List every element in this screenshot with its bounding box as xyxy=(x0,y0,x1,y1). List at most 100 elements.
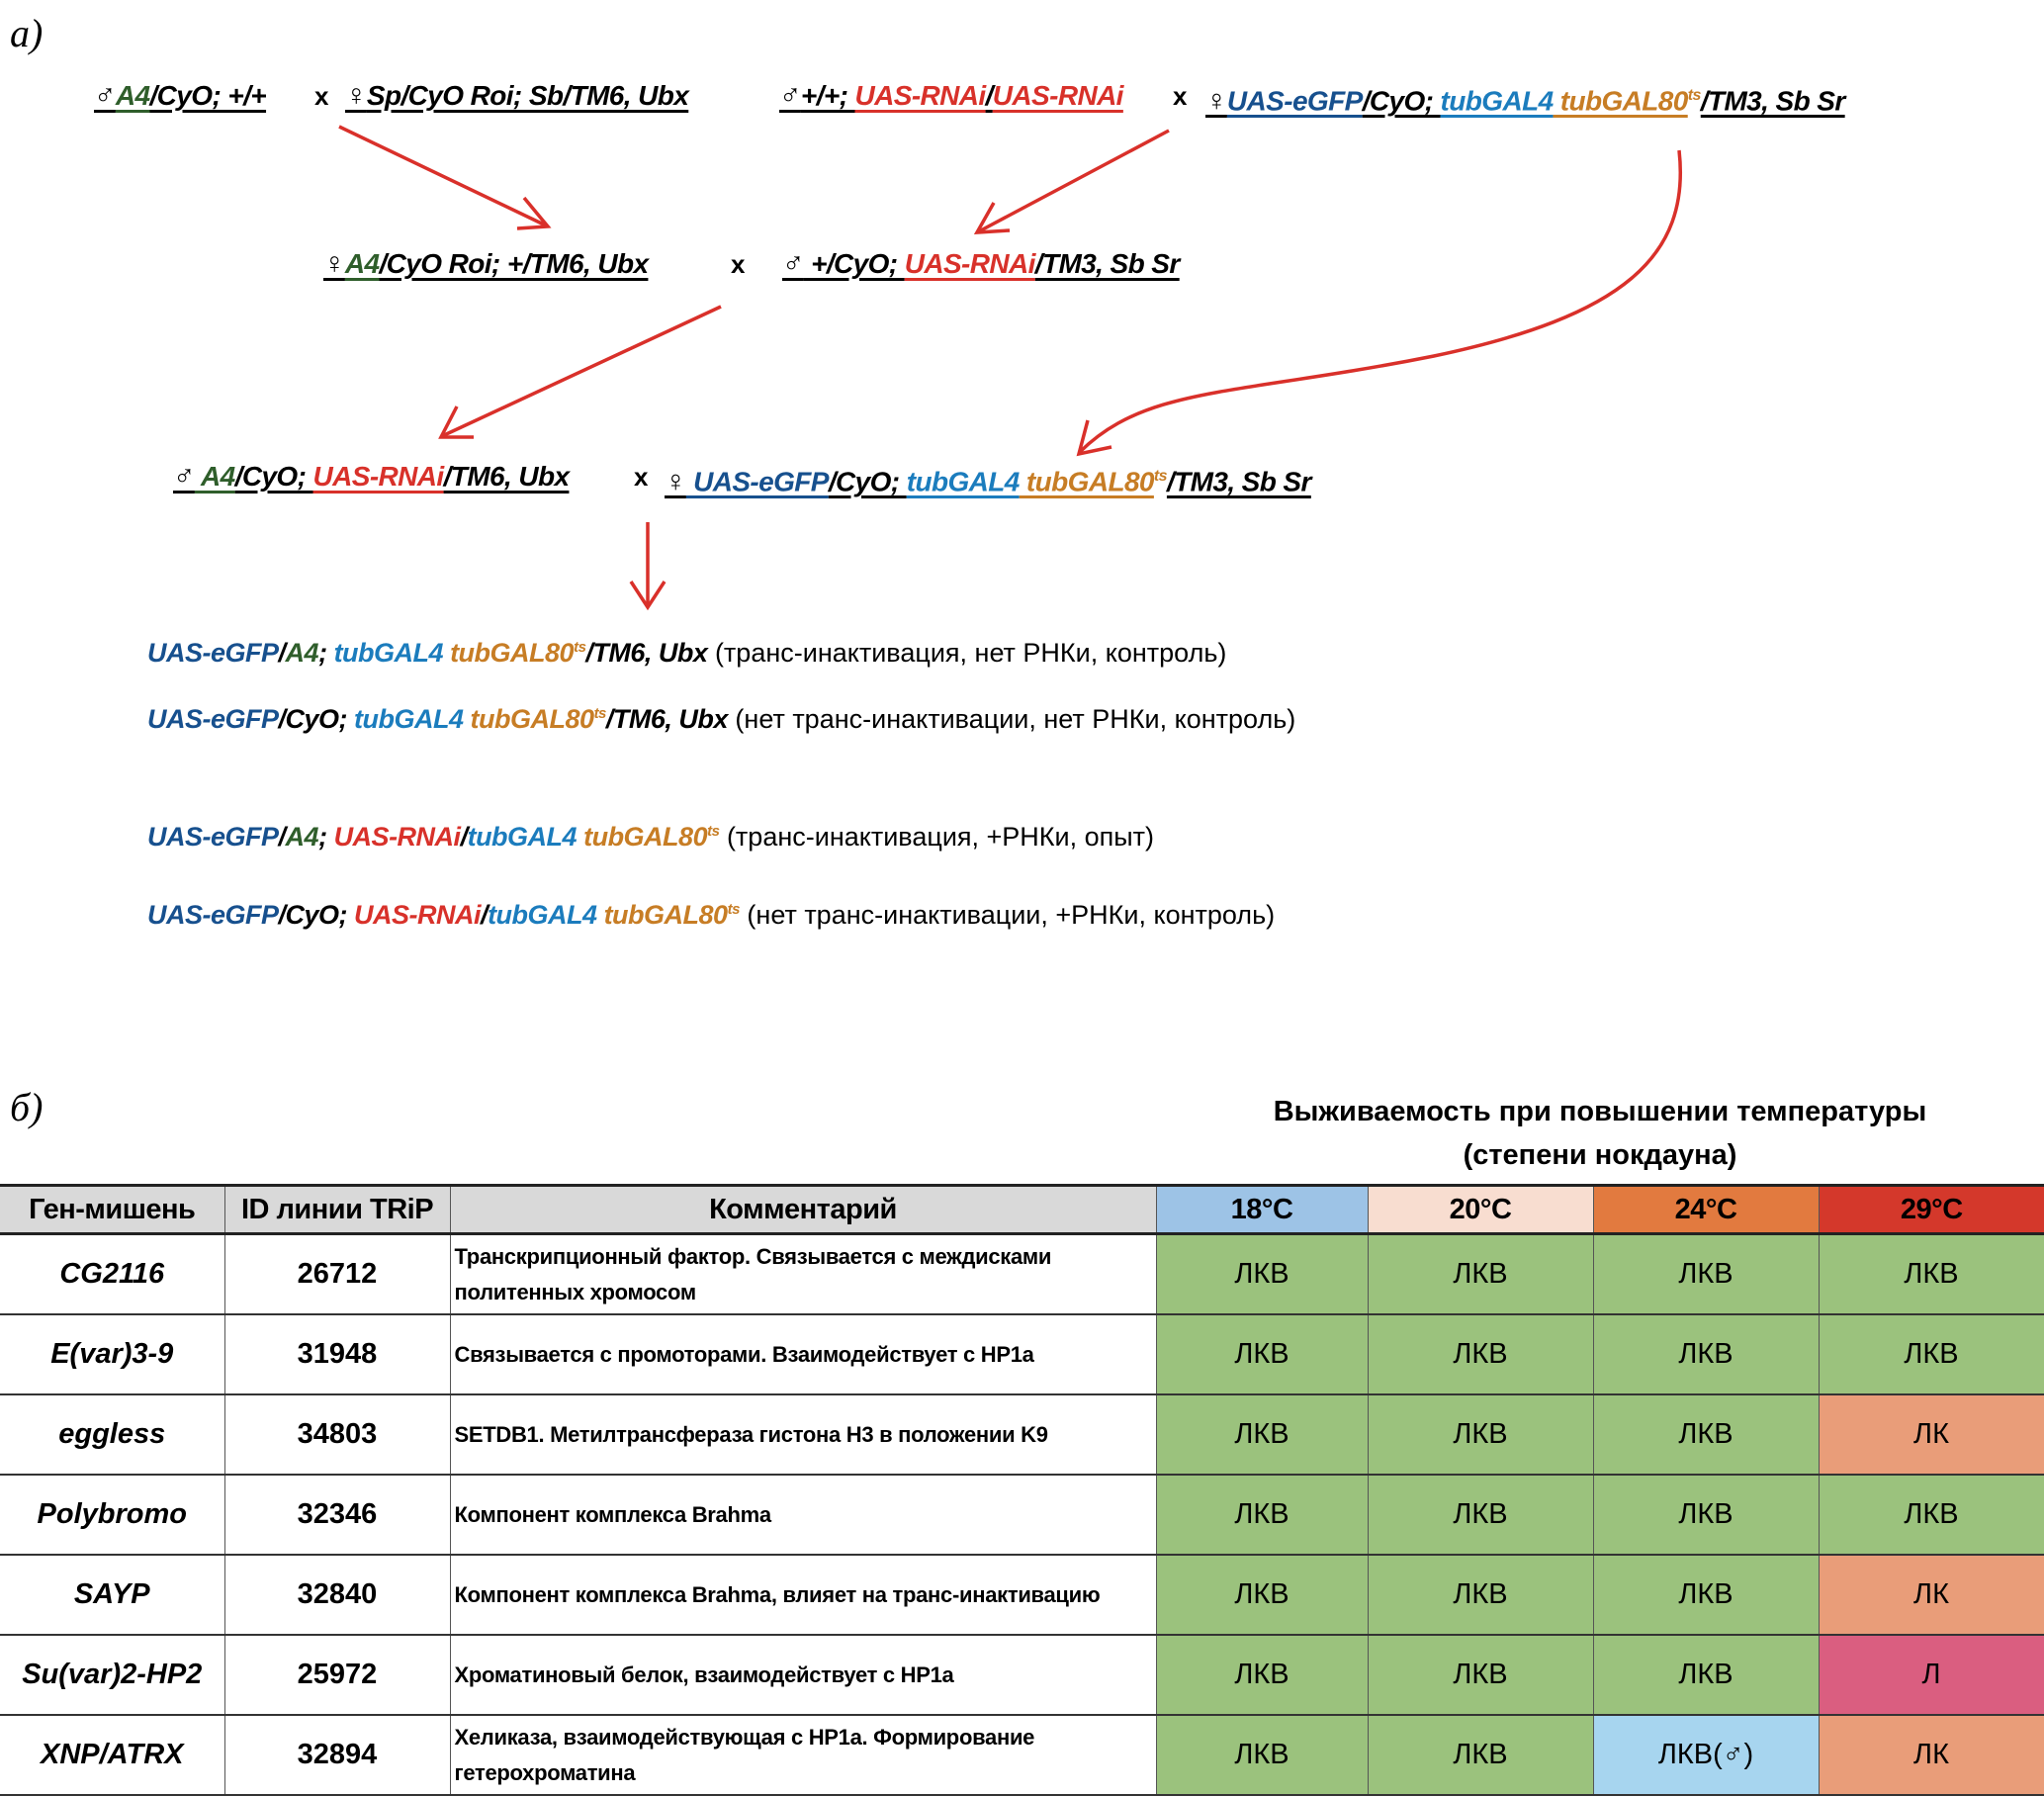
genotype-g1m: ♂A4/CyO; +/+ xyxy=(94,79,267,113)
survival-cell: Л xyxy=(1819,1635,2044,1716)
offspring-line: UAS-eGFP/CyO; UAS-RNAi/tubGAL4 tubGAL80t… xyxy=(147,893,1275,932)
allele-black: /TM6, Ubx xyxy=(605,704,729,734)
offspring-note: (нет транс-инактивации, нет РНКи, контро… xyxy=(727,704,1296,734)
female-symbol-icon: ♀ xyxy=(665,465,687,498)
table-row: XNP/ATRX 32894 Хеликаза, взаимодействующая… xyxy=(0,1715,2044,1796)
survival-cell: ЛКВ xyxy=(1368,1715,1594,1796)
column-header: ID линии TRiP xyxy=(223,1184,450,1235)
arrowhead-icon xyxy=(438,405,474,439)
offspring-note: (транс-инактивация, нет РНКи, контроль) xyxy=(707,638,1227,668)
comment-cell: Транскрипционный фактор. Связывается с м… xyxy=(450,1233,1157,1315)
trip-id-cell: 26712 xyxy=(224,1233,451,1315)
survival-cell: ЛКВ xyxy=(1368,1394,1594,1476)
survival-cell: ЛК xyxy=(1819,1715,2044,1796)
comment-cell: Хеликаза, взаимодействующая с HP1a. Форм… xyxy=(450,1715,1157,1796)
allele-red: UAS-RNAi xyxy=(354,900,482,930)
allele-black: +/+; xyxy=(800,80,855,111)
male-symbol-icon: ♂ xyxy=(782,247,805,280)
allele-darkblue: UAS-eGFP xyxy=(685,466,829,497)
allele-green: A4 xyxy=(115,80,150,111)
table-row: CG2116 26712 Транскрипционный фактор. Связ… xyxy=(0,1233,2044,1315)
allele-black: +/CyO; xyxy=(803,248,905,279)
column-header: Комментарий xyxy=(449,1184,1156,1235)
allele-darkblue: UAS-eGFP xyxy=(147,638,279,668)
allele-orange: tubGAL80 xyxy=(596,900,729,930)
allele-orange: tubGAL80 xyxy=(463,704,595,734)
arrowhead-icon xyxy=(973,202,1011,234)
table-row: E(var)3-9 31948 Связывается с промоторами.… xyxy=(0,1314,2044,1395)
cross-symbol: x xyxy=(634,462,649,492)
survival-cell: ЛКВ xyxy=(1156,1233,1369,1315)
allele-darkblue: UAS-eGFP xyxy=(147,704,279,734)
allele-blue: tubGAL4 xyxy=(467,822,578,852)
gene-cell: CG2116 xyxy=(0,1233,225,1315)
survival-cell: ЛКВ xyxy=(1156,1314,1369,1395)
genotype-g1f: ♀Sp/CyO Roi; Sb/TM6, Ubx xyxy=(345,79,689,113)
genotype-g3f: ♀A4/CyO Roi; +/TM6, Ubx xyxy=(323,247,650,281)
allele-orange: ts xyxy=(574,639,586,656)
allele-red: UAS-RNAi xyxy=(992,80,1124,111)
allele-green: A4 xyxy=(285,638,319,668)
genotype-g2m: ♂+/+; UAS-RNAi/UAS-RNAi xyxy=(779,79,1123,113)
gene-cell: XNP/ATRX xyxy=(0,1715,225,1796)
allele-green: A4 xyxy=(285,822,319,852)
allele-black: /CyO; xyxy=(234,461,313,492)
allele-blue: tubGAL4 xyxy=(354,704,464,734)
allele-orange: tubGAL80 xyxy=(577,822,708,852)
table-row: eggless 34803 SETDB1. Метилтрансфераза гис… xyxy=(0,1394,2044,1476)
genotype-g4f: ♀ UAS-eGFP/CyO; tubGAL4 tubGAL80ts/TM3, … xyxy=(665,460,1311,498)
cross-arrows xyxy=(338,125,1682,611)
genotype-g2f: ♀UAS-eGFP/CyO; tubGAL4 tubGAL80ts/TM3, S… xyxy=(1205,79,1845,118)
allele-orange: ts xyxy=(593,705,607,722)
column-header: Ген-мишень xyxy=(0,1184,224,1235)
gene-cell: eggless xyxy=(0,1394,225,1476)
arrow-curve-to-f2 xyxy=(1078,149,1682,454)
survival-cell: ЛКВ xyxy=(1819,1475,2044,1556)
allele-blue: tubGAL4 xyxy=(1440,85,1555,117)
arrow-f1-to-f2 xyxy=(441,305,722,438)
survival-cell: ЛКВ xyxy=(1368,1233,1594,1315)
survival-cell: ЛКВ xyxy=(1593,1394,1820,1476)
male-symbol-icon: ♂ xyxy=(779,79,802,112)
allele-black: / xyxy=(985,80,994,111)
allele-darkblue: UAS-eGFP xyxy=(147,900,279,930)
allele-darkblue: UAS-eGFP xyxy=(1226,85,1363,117)
allele-black: /CyO; xyxy=(828,466,907,497)
offspring-note: (нет транс-инактивации, +РНКи, контроль) xyxy=(739,900,1276,930)
comment-cell: SETDB1. Метилтрансфераза гистона H3 в по… xyxy=(450,1394,1157,1476)
allele-blue: tubGAL4 xyxy=(906,466,1021,497)
allele-red: UAS-RNAi xyxy=(312,461,445,492)
allele-black: ; xyxy=(318,638,334,668)
survival-cell: ЛКВ xyxy=(1368,1314,1594,1395)
trip-id-cell: 25972 xyxy=(224,1635,451,1716)
comment-cell: Хроматиновый белок, взаимодействует с HP… xyxy=(450,1635,1157,1716)
arrow-cross2-to-f1 xyxy=(978,129,1170,233)
allele-orange: ts xyxy=(707,823,720,840)
temperature-header: 29°C xyxy=(1818,1184,2044,1235)
survival-cell: ЛКВ xyxy=(1156,1555,1369,1636)
male-symbol-icon: ♂ xyxy=(173,460,196,493)
allele-black: / xyxy=(278,638,287,668)
gene-cell: Polybromo xyxy=(0,1475,225,1556)
temperature-header: 20°C xyxy=(1367,1184,1593,1235)
gene-cell: Su(var)2-HP2 xyxy=(0,1635,225,1716)
allele-red: UAS-RNAi xyxy=(854,80,987,111)
allele-black: /TM3, Sb Sr xyxy=(1034,248,1180,279)
allele-green: A4 xyxy=(344,248,380,279)
arrowhead-icon xyxy=(516,196,552,230)
gene-cell: SAYP xyxy=(0,1555,225,1636)
survival-cell: ЛКВ xyxy=(1368,1635,1594,1716)
allele-red: UAS-RNAi xyxy=(904,248,1036,279)
allele-orange: ts xyxy=(1153,468,1168,485)
survival-cell: ЛКВ xyxy=(1593,1233,1820,1315)
survival-cell: ЛКВ(♂) xyxy=(1593,1715,1820,1796)
table-title-line1: Выживаемость при повышении температуры xyxy=(1273,1096,1927,1127)
table-title-line2: (степени нокдауна) xyxy=(1463,1139,1737,1171)
allele-black: /CyO Roi; +/TM6, Ubx xyxy=(379,248,650,279)
offspring-line: UAS-eGFP/CyO; tubGAL4 tubGAL80ts/TM6, Ub… xyxy=(147,697,1295,736)
allele-red: UAS-RNAi xyxy=(333,822,462,852)
allele-green: A4 xyxy=(194,461,235,492)
survival-cell: ЛКВ xyxy=(1819,1233,2044,1315)
gene-cell: E(var)3-9 xyxy=(0,1314,225,1395)
allele-black: /CyO; +/+ xyxy=(149,80,267,111)
